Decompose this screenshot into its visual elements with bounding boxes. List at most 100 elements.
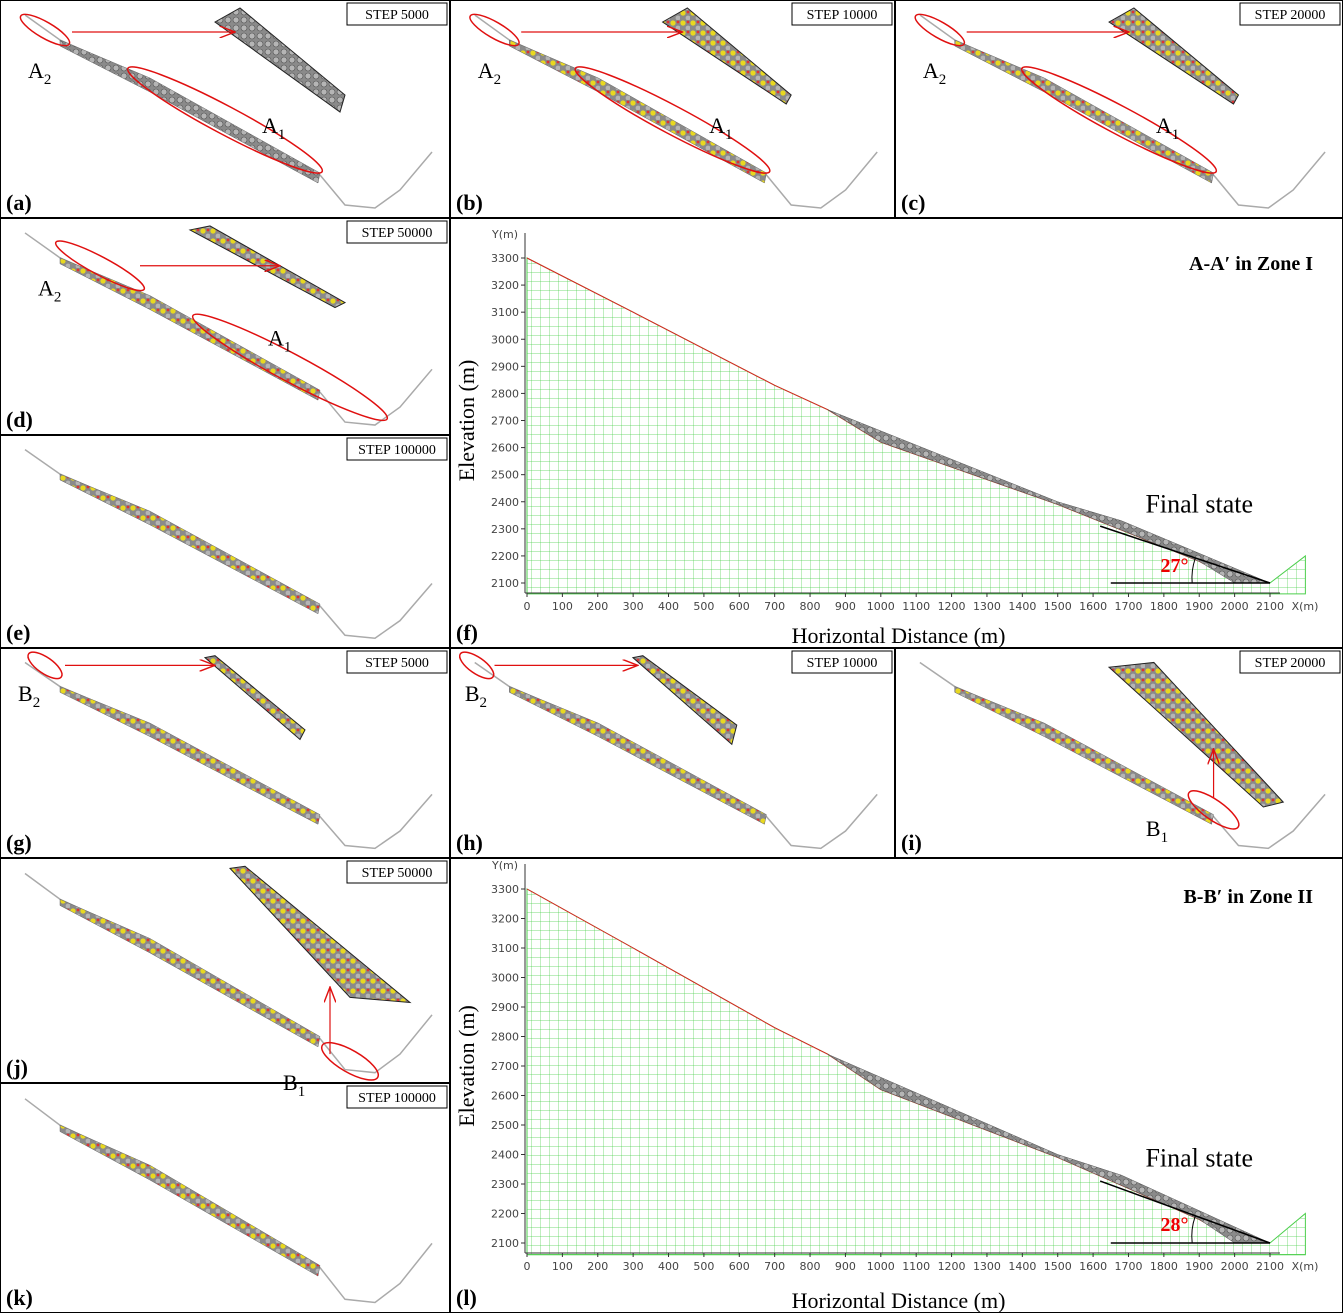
step-box (346, 860, 448, 884)
highlight-ellipse (914, 13, 966, 47)
x-label: Horizontal Distance (m) (792, 1288, 1006, 1313)
step-label: STEP 10000 (807, 656, 878, 671)
debris (509, 686, 767, 825)
y-tick-label: 2100 (491, 577, 519, 590)
x-tick-label: 400 (658, 1260, 679, 1273)
inset-detail (631, 655, 738, 746)
zone-subscript: 1 (278, 127, 286, 143)
x-tick-label: 2000 (1221, 600, 1249, 613)
x-tick-label: 400 (658, 600, 679, 613)
step-box (346, 1085, 448, 1109)
x-tick-label: 900 (835, 1260, 856, 1273)
x-tick-label: 2000 (1221, 1260, 1249, 1273)
x-tick-label: 100 (552, 1260, 573, 1273)
y-tick-label: 2900 (491, 360, 519, 373)
panel: STEP 100000 (k) (0, 1083, 450, 1313)
highlight-ellipse (27, 651, 63, 680)
step-label: STEP 100000 (358, 1091, 436, 1106)
panel: 28° Final state 2100 2200 2300 2400 2500 2600 27… (450, 858, 1343, 1313)
y-tick-label: 2300 (491, 523, 519, 536)
zone-subscript: 2 (44, 72, 52, 88)
x-tick-label: 1300 (973, 600, 1001, 613)
angle-arc (1191, 1216, 1196, 1244)
y-tick-label: 3200 (491, 279, 519, 292)
step-box (346, 2, 448, 26)
step-box (1239, 2, 1341, 26)
y-label: Elevation (m) (454, 360, 479, 482)
y-tick-label: 3000 (491, 972, 519, 985)
slope-profile (919, 14, 1326, 209)
y-tick-label: 3100 (491, 306, 519, 319)
zone-label: A2 (28, 58, 51, 88)
x-unit: X(m) (1292, 1260, 1319, 1273)
x-tick-label: 900 (835, 600, 856, 613)
zone-subscript: 1 (725, 127, 733, 143)
x-tick-label: 200 (587, 1260, 608, 1273)
y-tick-label: 3300 (491, 883, 519, 896)
highlight-ellipse (1020, 66, 1218, 174)
x-tick-label: 1900 (1185, 1260, 1213, 1273)
debris (509, 39, 767, 184)
zone-subscript: 1 (298, 1084, 306, 1100)
x-unit: X(m) (1292, 600, 1319, 613)
panel-border (895, 0, 1343, 218)
y-tick-label: 3100 (491, 942, 519, 955)
step-box (346, 650, 448, 674)
inset-detail (203, 655, 306, 741)
x-tick-label: 700 (764, 1260, 785, 1273)
y-label: Elevation (m) (454, 1005, 479, 1127)
panel-label: (j) (6, 1055, 28, 1080)
y-tick-label: 2100 (491, 1237, 519, 1250)
panel-label: (g) (6, 830, 32, 855)
highlight-ellipse (1187, 790, 1240, 830)
step-label: STEP 5000 (365, 8, 429, 23)
inset-detail (1108, 7, 1240, 105)
angle-line (1099, 1180, 1271, 1244)
x-tick-label: 2100 (1256, 600, 1284, 613)
zone-label: B2 (18, 681, 40, 711)
y-tick-label: 2700 (491, 1060, 519, 1073)
zone-letter: A (923, 58, 939, 83)
step-label: STEP 20000 (1255, 656, 1326, 671)
panel-border (0, 218, 450, 435)
zone-subscript: 1 (1172, 127, 1180, 143)
debris (59, 39, 321, 184)
x-tick-label: 1300 (973, 1260, 1001, 1273)
debris (59, 686, 321, 825)
zone-letter: B (283, 1070, 298, 1095)
panel-label: (a) (6, 190, 32, 215)
step-label: STEP 50000 (362, 866, 433, 881)
highlight-ellipse (469, 13, 520, 47)
panel-label: (l) (456, 1285, 477, 1310)
x-tick-label: 1600 (1079, 1260, 1107, 1273)
panel-border (0, 435, 450, 648)
angle-arc (1191, 558, 1196, 584)
slope-profile (24, 449, 433, 640)
step-box (1239, 650, 1341, 674)
highlight-ellipse (19, 13, 71, 47)
zone-letter: A (268, 325, 284, 350)
x-tick-label: 1400 (1008, 600, 1036, 613)
x-tick-label: 1000 (867, 600, 895, 613)
y-unit: Y(m) (491, 859, 518, 872)
y-tick-label: 2200 (491, 1208, 519, 1221)
panel-label: (c) (901, 190, 925, 215)
highlight-ellipse (458, 651, 495, 680)
zone-letter: A (38, 276, 54, 301)
slope-profile (919, 661, 1326, 850)
panel-label: (k) (6, 1285, 33, 1310)
debris (954, 39, 1214, 184)
panel-label: (i) (901, 830, 922, 855)
zone-label: A2 (478, 58, 501, 88)
zone-label: A1 (1156, 113, 1179, 143)
panel-border (895, 648, 1343, 858)
y-tick-label: 2200 (491, 550, 519, 563)
step-label: STEP 10000 (807, 8, 878, 23)
zone-subscript: 2 (494, 72, 502, 88)
highlight-ellipse (54, 240, 146, 292)
inset-detail (214, 7, 346, 113)
slope-profile (24, 232, 433, 426)
